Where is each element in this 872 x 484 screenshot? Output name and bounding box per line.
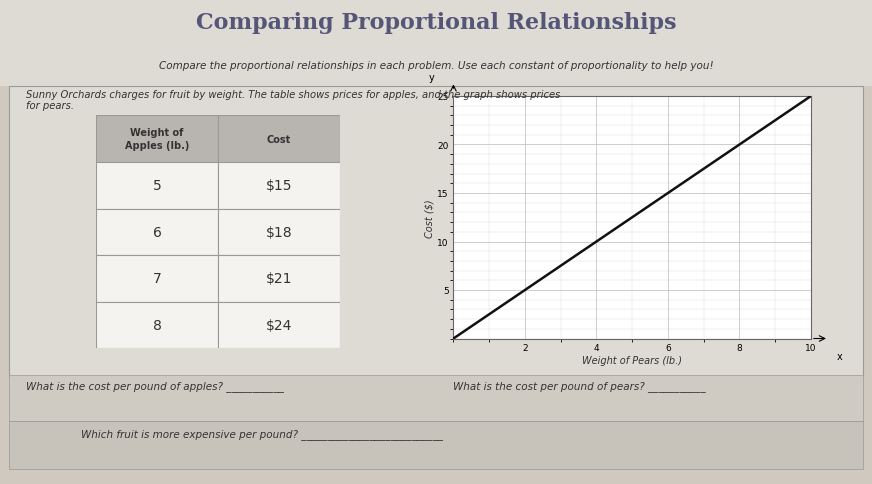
Text: y: y (429, 73, 435, 82)
X-axis label: Weight of Pears (lb.): Weight of Pears (lb.) (582, 355, 682, 365)
Text: 5: 5 (153, 179, 161, 193)
Text: 8: 8 (153, 318, 161, 332)
Bar (218, 256, 340, 302)
Bar (218, 163, 340, 209)
Text: 7: 7 (153, 272, 161, 286)
Text: What is the cost per pound of pears? ___________: What is the cost per pound of pears? ___… (453, 380, 706, 391)
Text: $21: $21 (266, 272, 292, 286)
Bar (96, 209, 218, 256)
Text: 6: 6 (153, 226, 161, 239)
Bar (218, 302, 340, 348)
Bar (96, 302, 218, 348)
Bar (218, 209, 340, 256)
Text: x: x (837, 351, 842, 361)
Text: $18: $18 (266, 226, 292, 239)
Y-axis label: Cost ($): Cost ($) (425, 198, 434, 237)
Text: $15: $15 (266, 179, 292, 193)
Text: Sunny Orchards charges for fruit by weight. The table shows prices for apples, a: Sunny Orchards charges for fruit by weig… (26, 90, 561, 111)
Text: $24: $24 (266, 318, 292, 332)
Text: Compare the proportional relationships in each problem. Use each constant of pro: Compare the proportional relationships i… (159, 60, 713, 71)
Text: Weight of
Apples (lb.): Weight of Apples (lb.) (125, 128, 189, 151)
Bar (96, 256, 218, 302)
Text: What is the cost per pound of apples? ___________: What is the cost per pound of apples? __… (26, 380, 284, 391)
Bar (218, 116, 340, 163)
Text: Cost: Cost (267, 135, 291, 144)
Bar (96, 163, 218, 209)
Text: Comparing Proportional Relationships: Comparing Proportional Relationships (195, 12, 677, 34)
Text: Which fruit is more expensive per pound? ___________________________: Which fruit is more expensive per pound?… (80, 428, 443, 439)
Bar (96, 116, 218, 163)
